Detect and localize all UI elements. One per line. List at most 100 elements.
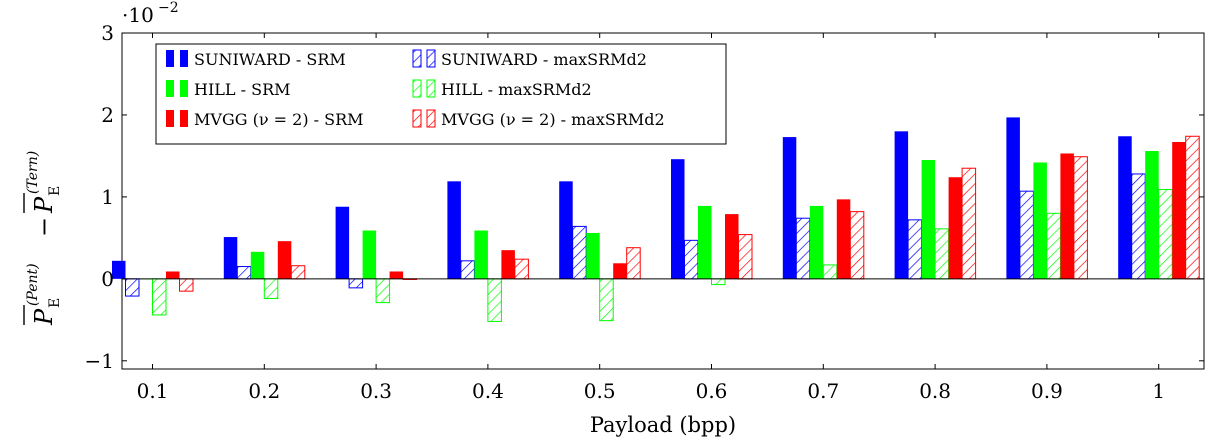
x-tick-label-0.4: 0.4 [472, 379, 504, 403]
bar-3-0.4 [487, 278, 502, 322]
bar-1-0.5 [572, 225, 587, 280]
y-tick-label--1: −1 [85, 349, 114, 373]
bar-4-0.8 [948, 177, 963, 279]
legend-label-5: MVGG (ν = 2) - maxSRMd2 [441, 110, 665, 129]
legend-swatch-4-a [166, 110, 174, 127]
bar-3-1 [1158, 189, 1173, 280]
y-title-minus: − [30, 217, 58, 237]
x-tick-label-0.7: 0.7 [807, 379, 839, 403]
bar-4-0.3 [389, 271, 404, 279]
bar-5-0.7 [849, 211, 865, 280]
bar-5-0.6 [738, 234, 753, 280]
bar-0-0.9 [1006, 117, 1020, 279]
y-title-sub-1: E [47, 298, 63, 308]
bar-2-1 [1145, 151, 1159, 279]
bar-5-1 [1185, 135, 1200, 280]
legend-label-1: SUNIWARD - maxSRMd2 [441, 50, 647, 69]
x-tick-label-0.9: 0.9 [1031, 379, 1063, 403]
legend-swatch-3-b [426, 79, 436, 98]
y-scale-base: ·10 [122, 3, 154, 27]
y-scale-exponent: −2 [158, 0, 179, 16]
legend-label-4: MVGG (ν = 2) - SRM [194, 110, 364, 129]
legend-label-2: HILL - SRM [194, 80, 291, 99]
bar-4-0.5 [613, 263, 627, 279]
legend-swatch-0-b [180, 50, 188, 67]
x-tick-label-1: 1 [1152, 379, 1165, 403]
legend-swatch-5-a [412, 109, 422, 128]
bar-0-0.7 [782, 137, 797, 279]
bar-2-0.2 [250, 251, 265, 279]
x-tick-label-0.1: 0.1 [137, 379, 169, 403]
bar-0-0.1 [112, 260, 126, 279]
bar-3-0.2 [263, 278, 279, 300]
y-tick-label-3: 3 [101, 21, 114, 45]
bar-3-0.6 [711, 278, 726, 286]
bar-5-0.1 [179, 278, 194, 292]
bar-0-0.6 [671, 159, 685, 279]
bar-5-0.8 [961, 167, 977, 280]
bar-5-0.5 [626, 247, 641, 280]
legend: SUNIWARD - SRM HILL - SRM MVGG (ν = 2) - S… [155, 43, 727, 145]
bar-1-0.3 [348, 278, 364, 289]
legend-swatch-2-a [166, 80, 174, 97]
bar-5-0.2 [290, 265, 306, 280]
y-tick-label-1: 1 [101, 185, 114, 209]
bar-2-0.6 [698, 205, 712, 279]
bar-4-0.1 [166, 271, 180, 279]
legend-swatch-0-a [166, 50, 174, 67]
bar-4-0.6 [725, 214, 739, 279]
bar-3-0.3 [375, 278, 391, 304]
legend-swatch-2-b [180, 80, 188, 97]
x-tick-label-0.2: 0.2 [248, 379, 280, 403]
legend-box [155, 43, 727, 145]
bar-4-0.4 [501, 250, 515, 279]
bar-3-0.1 [152, 278, 167, 316]
plot-area-frame [121, 32, 1205, 370]
bar-4-1 [1172, 142, 1186, 279]
bar-0-0.8 [894, 131, 909, 279]
x-tick-label-0.5: 0.5 [584, 379, 616, 403]
bar-0-1 [1118, 136, 1132, 279]
legend-swatch-1-b [426, 49, 436, 68]
y-title-sup-tern: (Tern) [25, 151, 41, 194]
bar-4-0.2 [277, 241, 292, 279]
y-title-sub-2: E [47, 186, 63, 196]
y-axis-title: P E (Pent) − P E (Tern) [23, 151, 63, 326]
x-axis-title: Payload (bpp) [590, 413, 736, 437]
y-title-symbol-2: P [30, 196, 58, 214]
legend-swatch-5-b [426, 109, 436, 128]
x-axis: 0.1 0.2 0.3 0.4 0.5 0.6 0.7 0.8 0.9 1 [137, 33, 1165, 403]
bar-3-0.7 [822, 264, 838, 280]
bars-group [112, 117, 1200, 322]
bar-3-0.5 [599, 278, 614, 322]
bar-0-0.4 [447, 181, 461, 279]
legend-swatch-4-b [180, 110, 188, 127]
bar-1-0.7 [795, 217, 811, 280]
y-title-symbol-1: P [30, 308, 58, 326]
legend-label-0: SUNIWARD - SRM [194, 50, 346, 69]
bar-0-0.5 [559, 181, 573, 279]
bar-1-0.1 [125, 278, 140, 297]
legend-swatch-1-a [412, 49, 422, 68]
bar-4-0.7 [836, 199, 851, 279]
bar-2-0.7 [809, 205, 824, 279]
legend-swatch-3-a [412, 79, 422, 98]
bar-2-0.3 [362, 230, 377, 279]
y-title-sup-pent: (Pent) [25, 263, 41, 306]
bar-3-0.8 [934, 228, 950, 280]
x-tick-label-0.6: 0.6 [696, 379, 728, 403]
bar-2-0.4 [474, 230, 488, 279]
bar-0-0.3 [335, 206, 350, 279]
bar-3-0.9 [1046, 212, 1061, 280]
y-tick-label-0: 0 [101, 267, 114, 291]
bar-1-0.4 [460, 260, 475, 280]
bar-1-0.9 [1019, 190, 1034, 280]
x-tick-label-0.3: 0.3 [360, 379, 392, 403]
bar-1-1 [1131, 173, 1146, 280]
bar-4-0.9 [1060, 153, 1074, 279]
legend-label-3: HILL - maxSRMd2 [441, 80, 592, 99]
bar-5-0.4 [514, 258, 529, 280]
bar-2-0.5 [586, 232, 600, 279]
bar-2-0.9 [1033, 162, 1047, 279]
